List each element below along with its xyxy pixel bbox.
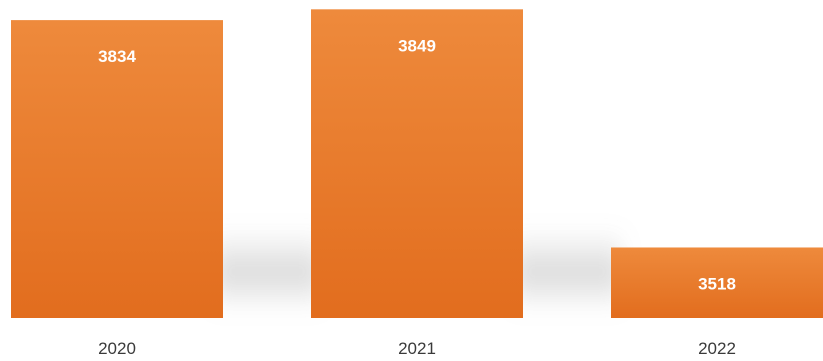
bar-2020 [11,20,223,318]
data-labels: 3834 3849 3518 [98,36,736,293]
bars [11,9,823,319]
bar-shadow [213,228,321,308]
x-axis-tick-labels: 2020 2021 2022 [98,339,736,358]
data-label-2021: 3849 [398,36,436,55]
x-tick-label-2020: 2020 [98,339,136,358]
bar-shadows [213,228,621,308]
bar-shadow [513,228,621,308]
bar-2022 [611,247,823,318]
data-label-2020: 3834 [98,47,136,66]
bar-2021 [311,9,523,319]
x-tick-label-2021: 2021 [398,339,436,358]
x-tick-label-2022: 2022 [698,339,736,358]
data-label-2022: 3518 [698,274,736,293]
